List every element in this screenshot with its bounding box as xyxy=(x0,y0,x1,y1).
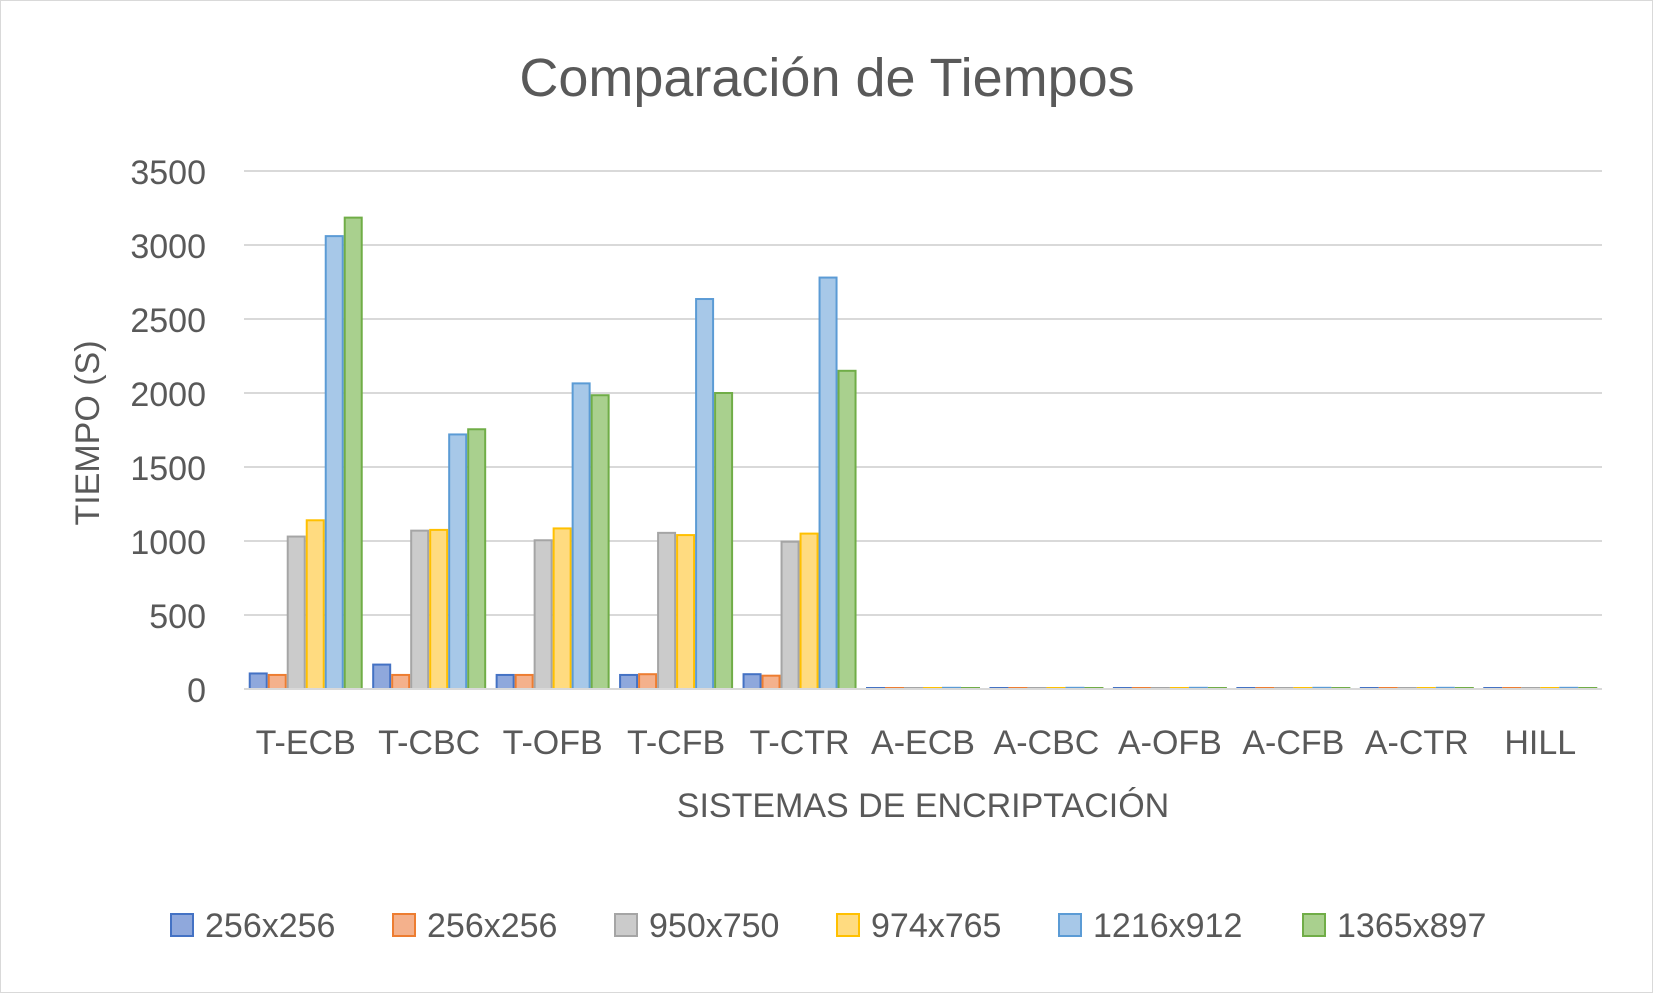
x-tick-label: HILL xyxy=(1504,724,1576,762)
bar xyxy=(410,529,430,691)
y-tick-label: 1500 xyxy=(130,450,206,488)
legend-swatch xyxy=(614,913,638,937)
x-axis-ticks: T-ECB T-CBC T-OFB T-CFB T-CTR A-ECB A-CBC A-OFB… xyxy=(256,724,1577,762)
legend-swatch xyxy=(1058,913,1082,937)
bar xyxy=(714,392,734,690)
x-tick-label: T-CBC xyxy=(378,724,480,762)
bar xyxy=(780,540,800,690)
bar xyxy=(324,235,344,690)
y-tick-label: 1000 xyxy=(130,524,206,562)
legend-label: 950x750 xyxy=(649,907,779,945)
legend-swatch xyxy=(170,913,194,937)
y-tick-label: 3000 xyxy=(130,228,206,266)
x-tick-label: T-CFB xyxy=(627,724,725,762)
bar xyxy=(533,539,553,691)
bar xyxy=(695,298,715,690)
y-tick-label: 500 xyxy=(149,598,206,636)
bar xyxy=(372,663,392,691)
bar xyxy=(286,535,306,690)
bar xyxy=(305,519,325,691)
legend-item: 1365x897 xyxy=(1302,907,1486,945)
legend-label: 1365x897 xyxy=(1337,907,1486,945)
legend-label: 256x256 xyxy=(205,907,335,945)
legend-swatch xyxy=(1302,913,1326,937)
x-tick-label: A-CBC xyxy=(994,724,1100,762)
y-tick-label: 2500 xyxy=(130,302,206,340)
bar xyxy=(429,528,449,691)
x-tick-label: A-OFB xyxy=(1118,724,1222,762)
x-tick-label: A-CFB xyxy=(1242,724,1344,762)
bar xyxy=(837,369,857,690)
x-axis-title: SISTEMAS DE ENCRIPTACIÓN xyxy=(677,787,1169,825)
legend-label: 1216x912 xyxy=(1093,907,1242,945)
y-axis-title: TIEMPO (S) xyxy=(69,340,107,525)
bar xyxy=(552,527,572,690)
legend-item: 950x750 xyxy=(614,907,779,945)
legend-swatch xyxy=(836,913,860,937)
bar xyxy=(343,216,363,690)
bar xyxy=(571,382,591,690)
x-tick-label: A-ECB xyxy=(871,724,975,762)
bars xyxy=(248,216,1598,691)
bar xyxy=(467,428,487,690)
bar xyxy=(818,276,838,690)
bar xyxy=(638,673,658,691)
bar xyxy=(799,532,819,690)
bar xyxy=(391,673,411,691)
bar xyxy=(448,433,468,690)
legend-item: 1216x912 xyxy=(1058,907,1242,945)
legend-label: 974x765 xyxy=(871,907,1001,945)
y-tick-label: 2000 xyxy=(130,376,206,414)
y-tick-label: 3500 xyxy=(130,154,206,192)
bar xyxy=(590,394,610,690)
y-axis-ticks: 0 500 1000 1500 2000 2500 3000 3500 xyxy=(130,154,206,710)
bar xyxy=(514,673,534,691)
legend-swatch xyxy=(392,913,416,937)
x-tick-label: T-CTR xyxy=(749,724,849,762)
bar xyxy=(676,534,696,691)
x-tick-label: A-CTR xyxy=(1365,724,1469,762)
x-tick-label: T-ECB xyxy=(256,724,356,762)
bar xyxy=(267,673,287,691)
x-tick-label: T-OFB xyxy=(503,724,603,762)
y-tick-label: 0 xyxy=(187,672,206,710)
bar xyxy=(761,674,781,690)
bar xyxy=(657,531,677,690)
chart-title: Comparación de Tiempos xyxy=(519,48,1134,108)
bar xyxy=(495,673,515,691)
bar xyxy=(248,672,268,691)
legend-item: 256x256 xyxy=(392,907,557,945)
bar xyxy=(619,673,639,691)
legend-item: 256x256 xyxy=(170,907,335,945)
legend-label: 256x256 xyxy=(427,907,557,945)
bar xyxy=(742,673,762,691)
legend: 256x256 256x256 950x750 974x765 1216x912 1365… xyxy=(170,907,1486,945)
legend-item: 974x765 xyxy=(836,907,1001,945)
